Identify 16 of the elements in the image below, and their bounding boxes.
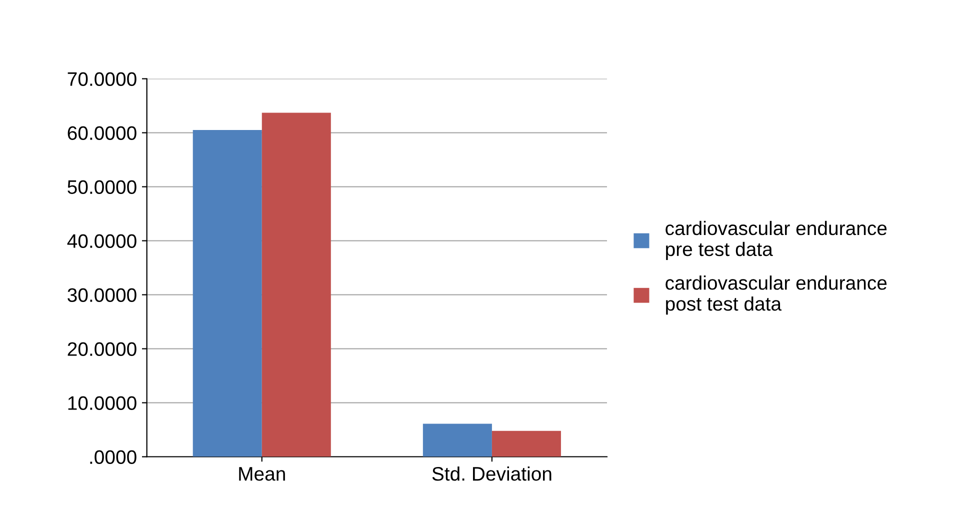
y-tick-label: 10.0000 [68, 396, 136, 410]
y-tick-label: 40.0000 [67, 234, 136, 248]
legend-label: cardiovascular endurance pre test data [666, 220, 887, 260]
y-tick-label: 30.0000 [68, 288, 136, 302]
y-tick-label: 20.0000 [68, 342, 136, 356]
x-tick-label: Mean [239, 467, 285, 481]
bar [492, 430, 561, 457]
y-tick-label: 50.0000 [68, 180, 136, 194]
x-tick-label: Std. Deviation [432, 466, 552, 481]
bar [422, 424, 492, 457]
y-tick-label: .0000 [90, 450, 136, 464]
y-tick-label: 70.0000 [68, 72, 136, 86]
bar [262, 112, 331, 457]
bar [192, 130, 262, 457]
legend-label: cardiovascular endurance post test data [666, 276, 887, 315]
y-tick-label: 60.0000 [68, 126, 136, 140]
